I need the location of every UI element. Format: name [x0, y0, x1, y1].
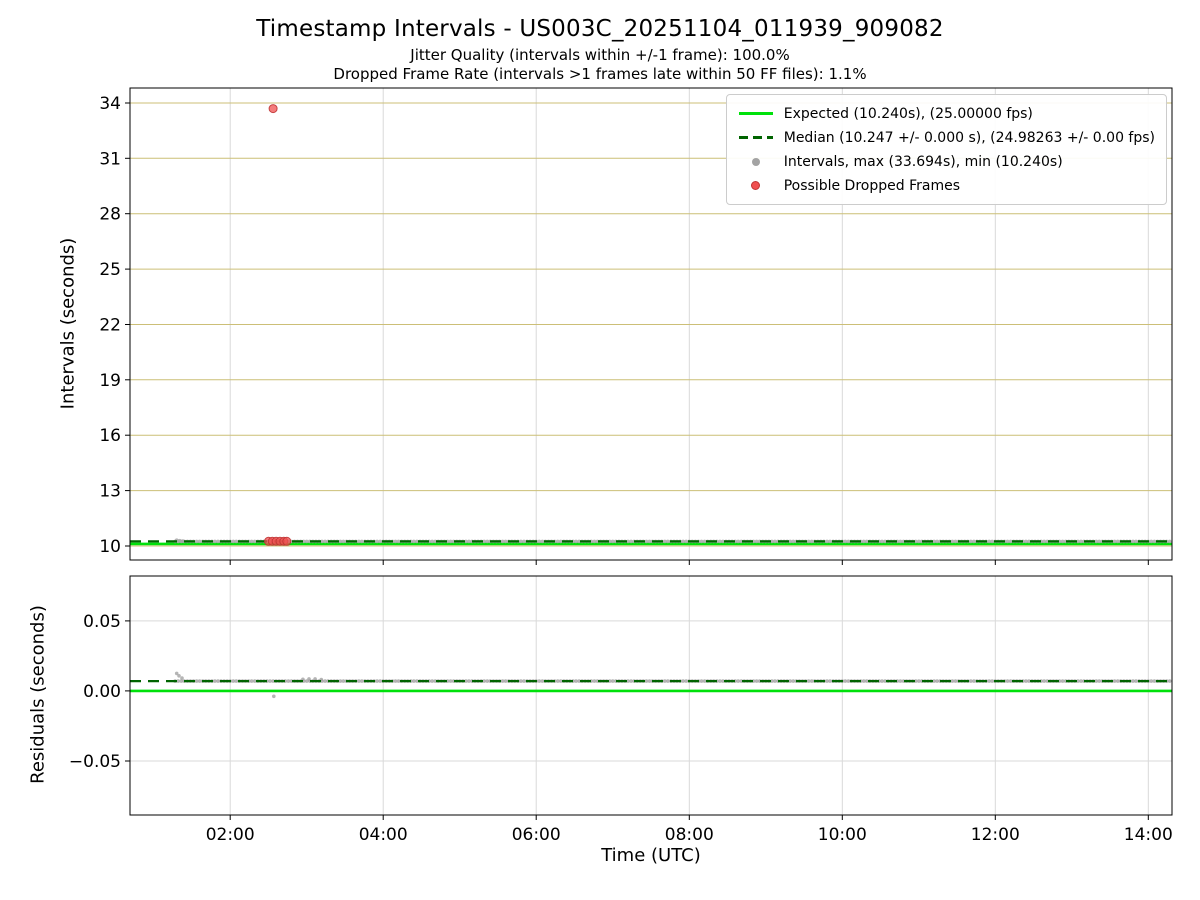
legend-item-intervals: Intervals, max (33.694s), min (10.240s)	[738, 151, 1155, 172]
residuals-plot: −0.05 0.00 0.05 02:00 04:00 06:00 08:00 10:00 12…	[69, 575, 1173, 845]
x-axis-label-time-utc: Time (UTC)	[601, 845, 701, 866]
y-tick-label: 31	[99, 149, 121, 169]
legend-label-median: Median (10.247 +/- 0.000 s), (24.98263 +…	[783, 129, 1155, 146]
y-tick-label: 28	[99, 205, 121, 225]
interval-dot-glyph	[738, 157, 774, 166]
legend-item-expected: Expected (10.240s), (25.00000 fps)	[738, 103, 1155, 124]
chart-title: Timestamp Intervals - US003C_20251104_01…	[256, 16, 944, 42]
y-tick-label: 13	[99, 482, 121, 502]
dropped-frame-point	[268, 104, 278, 114]
y-tick-label: 0.05	[83, 612, 121, 632]
legend-item-median: Median (10.247 +/- 0.000 s), (24.98263 +…	[738, 127, 1155, 148]
x-tick-label: 08:00	[665, 825, 714, 845]
y-tick-label: 34	[99, 94, 121, 114]
subtitle-jitter-quality: Jitter Quality (intervals within +/-1 fr…	[410, 46, 790, 64]
x-tick-label: 14:00	[1124, 825, 1173, 845]
expected-line-glyph	[738, 112, 774, 115]
y-axis-label-residuals: Residuals (seconds)	[27, 605, 49, 784]
x-tick-label: 12:00	[971, 825, 1020, 845]
x-tick-label: 04:00	[359, 825, 408, 845]
y-tick-label: 0.00	[83, 682, 121, 702]
y-tick-label: 22	[99, 316, 121, 336]
y-tick-label: 16	[99, 426, 121, 446]
dropped-frame-dot-glyph	[738, 181, 774, 190]
axes-frame	[129, 575, 1173, 816]
x-tick-label: 10:00	[818, 825, 867, 845]
legend: Expected (10.240s), (25.00000 fps) Media…	[725, 94, 1167, 205]
y-tick-label: −0.05	[69, 752, 121, 772]
x-tick-label: 02:00	[206, 825, 255, 845]
interval-points	[173, 671, 1172, 699]
x-tick-label: 06:00	[512, 825, 561, 845]
legend-label-expected: Expected (10.240s), (25.00000 fps)	[783, 105, 1033, 122]
legend-item-dropped-frames: Possible Dropped Frames	[738, 175, 1155, 196]
dropped-frame-point	[282, 536, 292, 546]
legend-label-dropped-frames: Possible Dropped Frames	[783, 177, 960, 194]
y-tick-label: 19	[99, 371, 121, 391]
legend-label-intervals: Intervals, max (33.694s), min (10.240s)	[783, 153, 1063, 170]
y-axis-label-intervals: Intervals (seconds)	[57, 237, 79, 410]
y-tick-label: 10	[99, 537, 121, 557]
subtitle-dropped-frame-rate: Dropped Frame Rate (intervals >1 frames …	[333, 65, 867, 83]
median-dashed-line-glyph	[738, 136, 774, 139]
y-tick-label: 25	[99, 260, 121, 280]
